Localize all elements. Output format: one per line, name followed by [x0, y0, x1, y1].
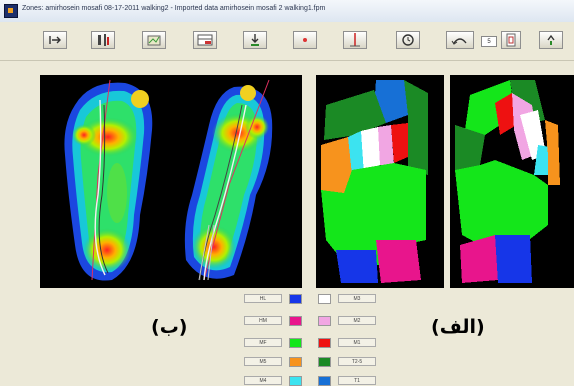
tb-export-icon — [251, 34, 259, 46]
legend-swatch — [318, 357, 331, 367]
legend-label: T1 — [338, 376, 376, 385]
legend-swatch — [289, 357, 302, 367]
legend-swatch — [289, 316, 302, 326]
legend-swatch — [289, 338, 302, 348]
caption-alef: (الف) — [431, 316, 485, 338]
window-title: Zones: amirhosein mosafi 08-17-2011 walk… — [22, 5, 326, 12]
legend-label: M5 — [244, 357, 282, 366]
pressure-map-right-foot — [174, 75, 302, 288]
legend-label: M3 — [338, 294, 376, 303]
title-bar: Zones: amirhosein mosafi 08-17-2011 walk… — [0, 0, 574, 23]
legend-label: HL — [244, 294, 282, 303]
toolbar-separator — [0, 60, 574, 61]
line-button[interactable] — [343, 31, 367, 49]
caption-b: (ب) — [151, 316, 188, 338]
zoom-field[interactable]: 5 — [481, 36, 497, 47]
legend-label: M1 — [338, 338, 376, 347]
table-button[interactable] — [193, 31, 217, 49]
page-button[interactable] — [501, 31, 521, 49]
import-button[interactable] — [43, 31, 67, 49]
tb-clock-icon — [402, 34, 414, 46]
rotate-button[interactable] — [446, 31, 474, 49]
legend-swatch — [318, 294, 331, 304]
tb-chart-icon — [147, 35, 161, 46]
legend-label: HM — [244, 316, 282, 325]
print-button[interactable] — [91, 31, 115, 49]
pressure-map-left-foot — [40, 75, 174, 288]
zone-map-left-foot — [316, 75, 444, 288]
tb-rotate-icon — [451, 38, 467, 45]
toolbar: 5 — [0, 22, 574, 60]
clock-button[interactable] — [396, 31, 420, 49]
app-icon — [4, 4, 18, 18]
tb-page-icon — [506, 33, 516, 47]
legend-swatch — [318, 338, 331, 348]
legend-swatch — [318, 316, 331, 326]
export-button[interactable] — [243, 31, 267, 49]
legend-label: T2-5 — [338, 357, 376, 366]
legend-label: M4 — [244, 376, 282, 385]
tb-marker-icon — [303, 38, 307, 42]
legend-label: M2 — [338, 316, 376, 325]
help-button[interactable] — [539, 31, 563, 49]
marker-button[interactable] — [293, 31, 317, 49]
tb-line-icon — [350, 33, 360, 47]
tb-table-icon — [197, 34, 213, 46]
chart-button[interactable] — [142, 31, 166, 49]
tb-help-icon — [547, 34, 555, 45]
zone-map-right-foot — [450, 75, 574, 288]
legend-label: MF — [244, 338, 282, 347]
tb-import-icon — [49, 36, 61, 44]
legend-swatch — [289, 294, 302, 304]
tb-print-icon — [98, 34, 109, 46]
